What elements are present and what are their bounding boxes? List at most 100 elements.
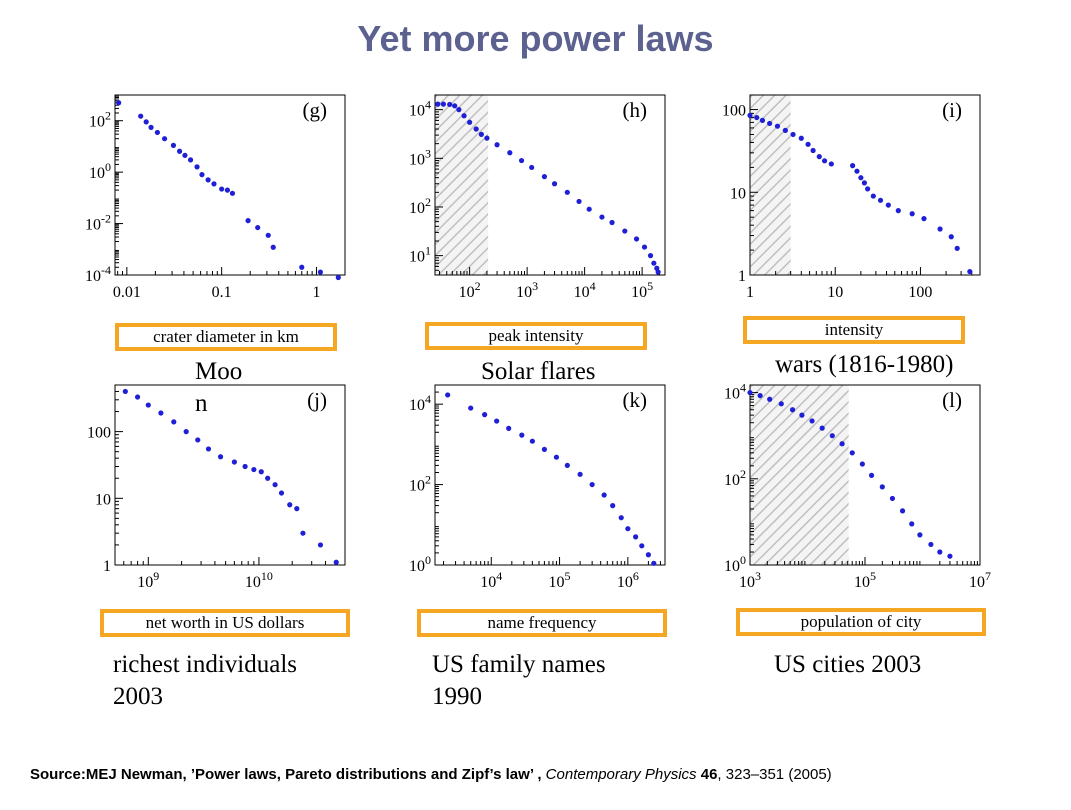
data-point-i-22 <box>909 211 915 217</box>
data-point-k-19 <box>651 560 657 566</box>
x-tick-label-j-1: 1010 <box>245 569 273 591</box>
data-point-k-6 <box>529 438 535 444</box>
data-point-i-2 <box>759 117 766 123</box>
chart-h-svg: 102 103 104 105 101 102 103 104 (h) <box>409 94 666 301</box>
y-tick-label-i-2: 100 <box>722 103 746 120</box>
y-tick-label-h-3: 104 <box>409 98 431 120</box>
data-point-h-20 <box>609 219 615 226</box>
shaded-region-h <box>435 95 489 275</box>
data-point-h-21 <box>622 228 628 234</box>
y-tick-label-g-1: 10-2 <box>85 212 111 234</box>
x-tick-label-h-2: 104 <box>574 279 596 301</box>
chart-g-svg: 0.01 0.1 1 10-4 10-2 100 102 (g) <box>85 94 346 301</box>
data-point-i-14 <box>854 168 860 174</box>
data-point-g-8 <box>182 152 188 158</box>
data-point-l-6 <box>809 418 815 424</box>
data-point-h-23 <box>641 244 648 250</box>
plot-frame-g <box>114 94 346 276</box>
data-point-h-0 <box>435 101 441 107</box>
data-point-h-6 <box>467 119 473 125</box>
data-point-i-21 <box>895 208 901 214</box>
data-point-i-1 <box>754 114 760 121</box>
x-tick-label-i-1: 10 <box>827 284 843 301</box>
data-point-h-4 <box>456 107 462 113</box>
y-tick-label-g-2: 100 <box>89 160 111 182</box>
data-point-h-8 <box>478 131 484 138</box>
data-point-k-3 <box>494 418 500 424</box>
data-point-j-5 <box>183 429 189 435</box>
data-point-g-15 <box>224 187 231 193</box>
data-point-j-18 <box>300 530 306 536</box>
y-tick-label-g-0: 10-4 <box>85 263 111 285</box>
data-point-k-1 <box>468 405 474 411</box>
chart-l-svg: 103 105 107 100 102 104 (l) <box>724 381 991 591</box>
data-point-i-4 <box>774 123 781 129</box>
data-point-i-25 <box>948 234 954 240</box>
x-tick-label-h-0: 102 <box>459 279 481 301</box>
data-point-i-13 <box>850 163 856 169</box>
caption-wars: wars (1816-1980) <box>775 351 954 378</box>
y-tick-label-j-0: 1 <box>103 558 111 575</box>
chart-panel-j: 109 1010 1 10 100 (j) <box>87 384 346 600</box>
data-point-k-17 <box>639 543 645 549</box>
x-tick-label-l-0: 103 <box>739 569 761 591</box>
data-point-k-7 <box>541 446 548 453</box>
data-point-i-20 <box>885 202 891 208</box>
x-tick-label-i-0: 1 <box>746 284 754 301</box>
data-point-g-1 <box>138 113 144 119</box>
data-point-i-8 <box>805 141 811 147</box>
data-point-k-12 <box>601 492 607 498</box>
chart-j-svg: 109 1010 1 10 100 (j) <box>87 384 346 591</box>
data-point-h-7 <box>473 126 479 132</box>
data-point-k-10 <box>577 471 583 477</box>
y-tick-label-k-0: 100 <box>409 553 431 575</box>
data-point-k-11 <box>589 481 595 488</box>
xlabel-box-k: name frequency <box>417 609 667 637</box>
panel-letter-k: (k) <box>623 388 648 412</box>
caption-richest-individuals: richest individuals 2003 <box>113 651 297 710</box>
data-point-j-4 <box>171 419 177 425</box>
chart-panel-h: 102 103 104 105 101 102 103 104 (h) <box>409 94 666 310</box>
data-point-h-12 <box>518 157 525 164</box>
data-point-g-21 <box>299 264 305 270</box>
data-point-h-25 <box>651 260 657 266</box>
data-point-i-16 <box>861 180 867 186</box>
data-point-k-14 <box>618 515 624 521</box>
data-point-g-7 <box>176 148 183 154</box>
x-tick-label-g-1: 0.1 <box>212 284 232 301</box>
data-point-i-3 <box>767 120 773 127</box>
panel-letter-i: (i) <box>942 98 962 122</box>
data-point-l-17 <box>917 532 923 538</box>
data-point-g-13 <box>211 181 217 187</box>
data-point-k-16 <box>633 534 639 540</box>
data-point-i-17 <box>865 186 871 192</box>
y-tick-label-j-2: 100 <box>87 425 111 442</box>
data-point-k-15 <box>625 526 631 532</box>
data-point-g-17 <box>245 218 251 224</box>
chart-panel-g: 0.01 0.1 1 10-4 10-2 100 102 (g) <box>85 94 346 310</box>
y-tick-label-l-0: 100 <box>724 553 746 575</box>
data-point-g-19 <box>265 232 271 238</box>
plot-frame-h <box>434 94 666 276</box>
y-tick-label-l-2: 104 <box>724 381 746 403</box>
y-tick-label-g-3: 102 <box>89 109 111 131</box>
data-point-i-5 <box>782 127 788 133</box>
data-point-k-9 <box>564 462 570 469</box>
data-point-l-14 <box>889 495 896 502</box>
data-point-j-19 <box>317 542 324 548</box>
data-point-k-8 <box>553 454 560 460</box>
data-point-l-1 <box>757 393 763 399</box>
citation-prefix: Source:MEJ Newman, ’Power laws, Pareto d… <box>30 766 542 783</box>
y-tick-label-k-1: 102 <box>409 473 431 495</box>
data-point-h-22 <box>633 236 640 242</box>
x-tick-label-h-1: 103 <box>516 279 538 301</box>
chart-panel-i: 1 10 100 1 10 100 (i) <box>722 94 981 310</box>
data-point-l-7 <box>819 425 825 431</box>
y-tick-label-h-2: 103 <box>409 146 431 168</box>
x-tick-label-k-1: 105 <box>549 569 571 591</box>
data-point-h-1 <box>440 101 447 107</box>
data-point-j-13 <box>265 475 271 481</box>
data-point-h-27 <box>655 269 661 275</box>
data-point-g-10 <box>194 164 200 170</box>
data-point-k-4 <box>506 425 512 431</box>
